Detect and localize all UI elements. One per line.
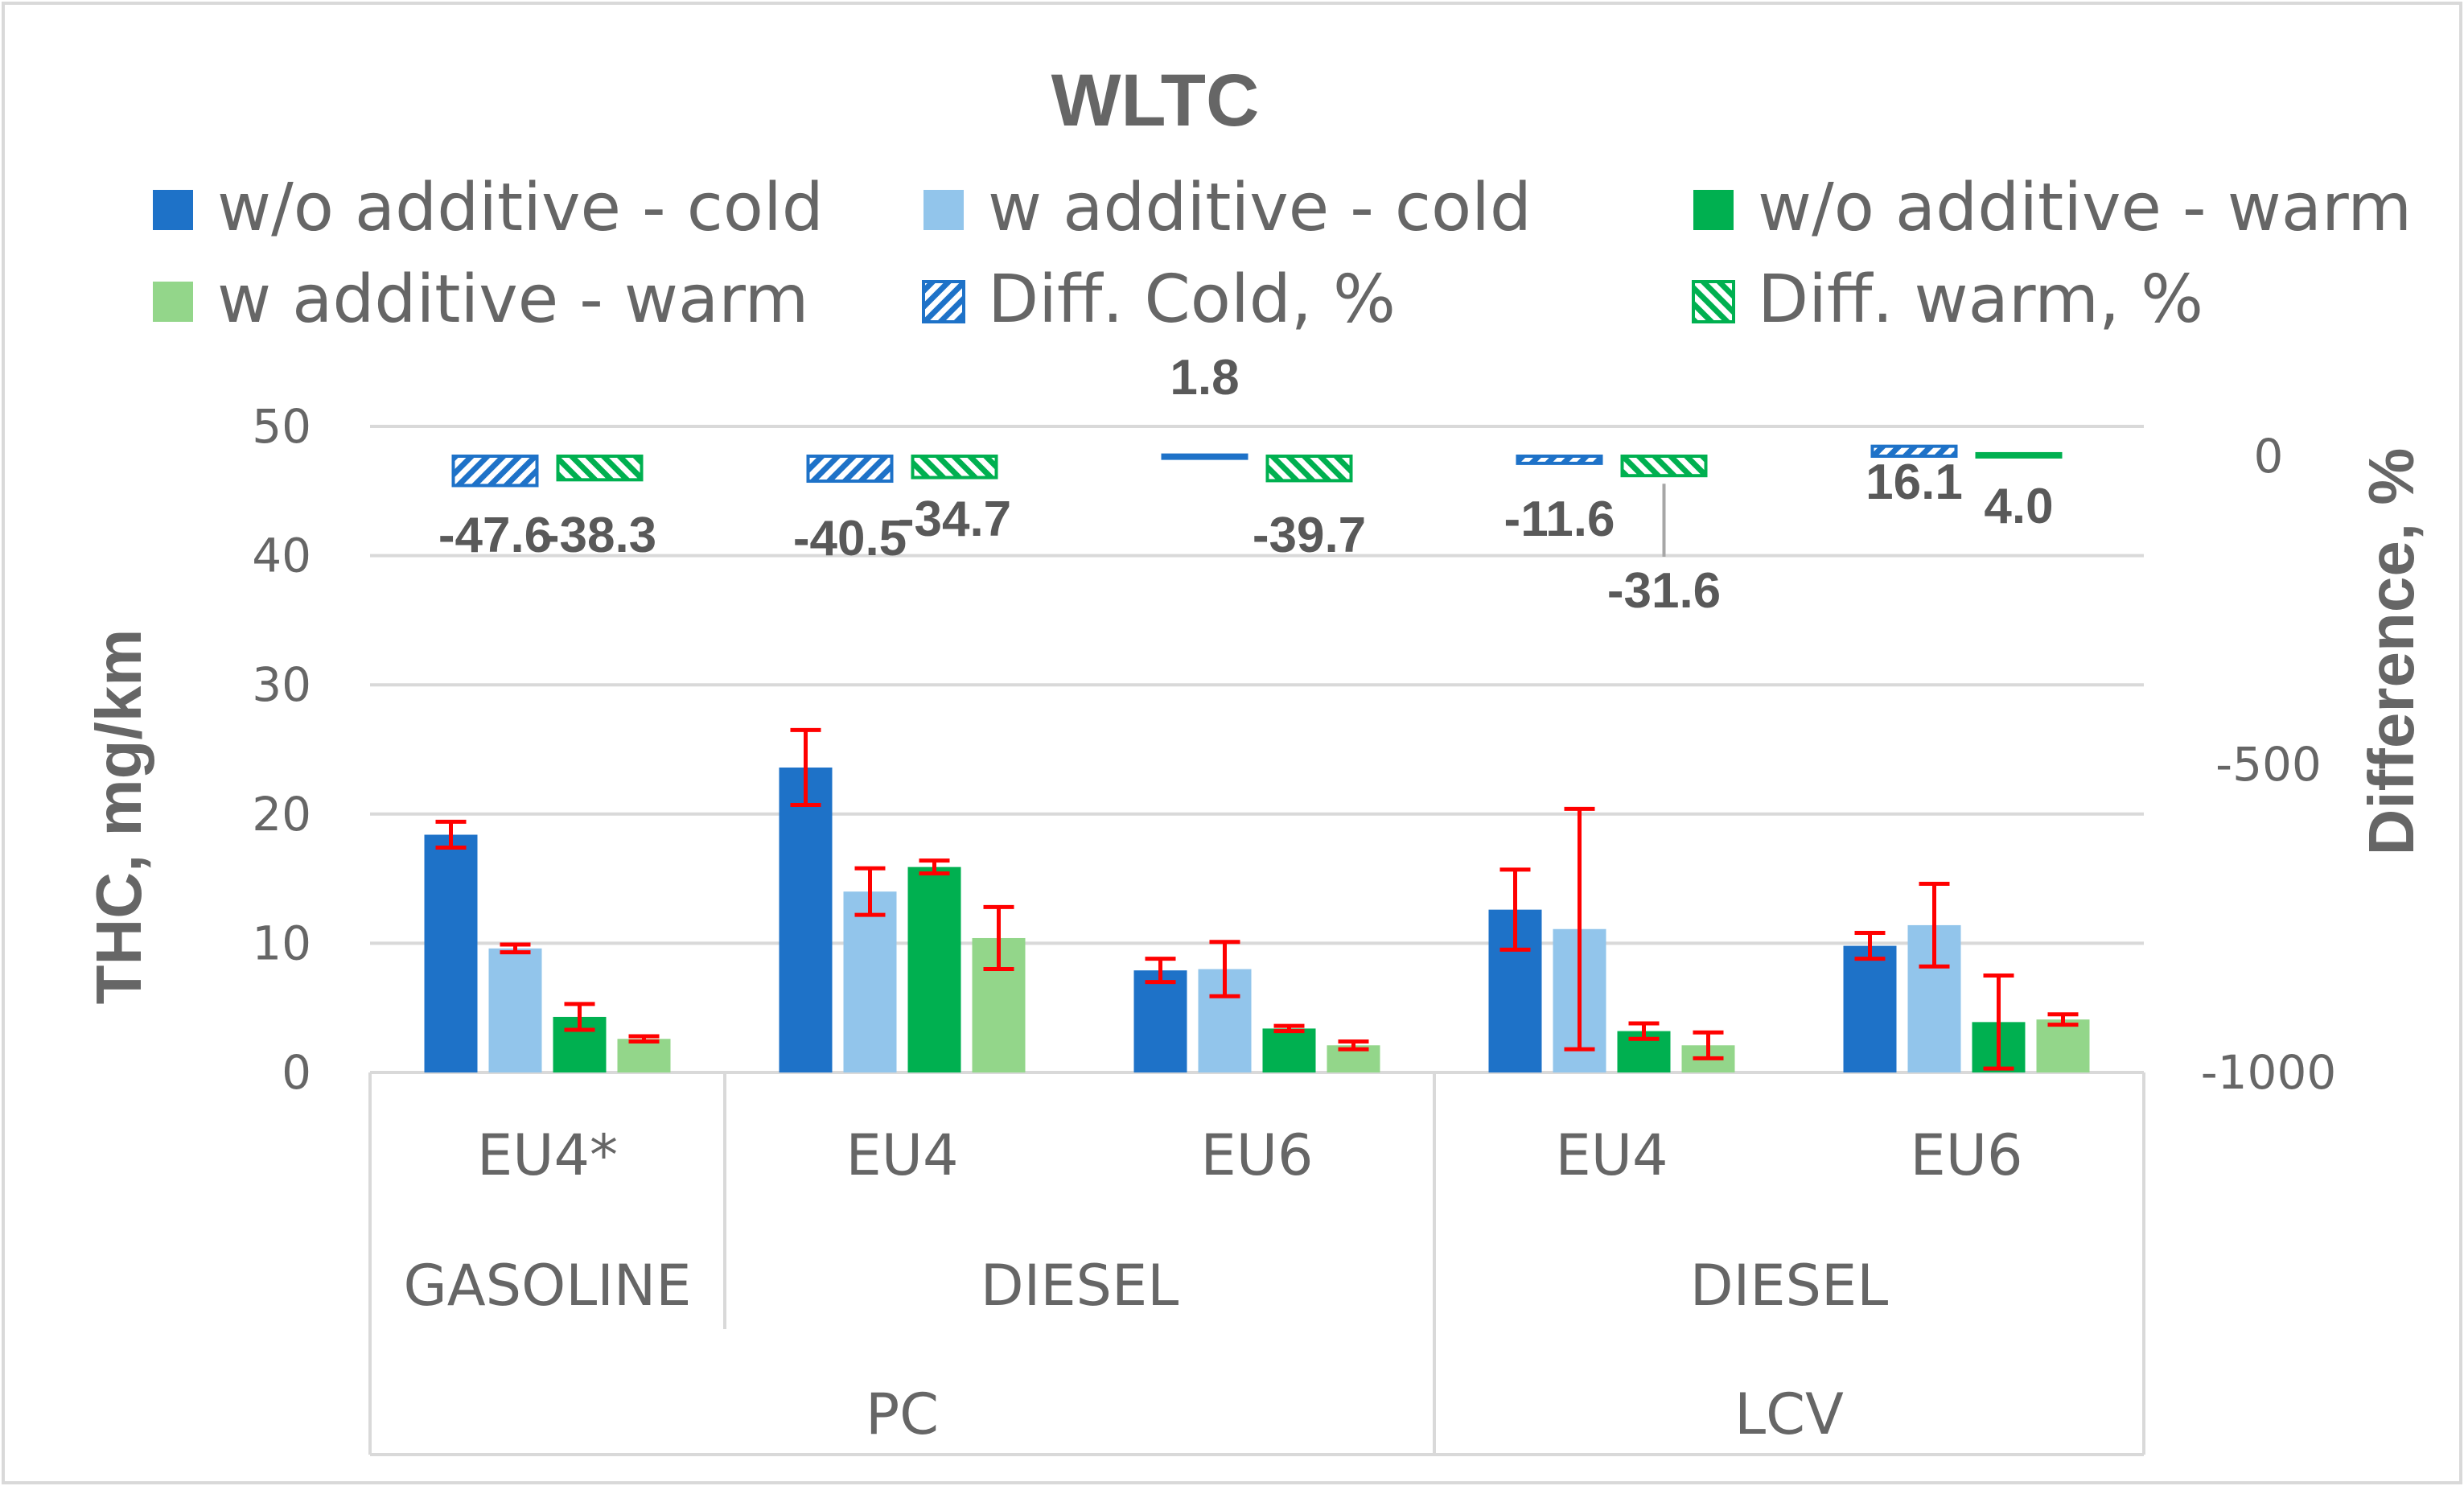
difference-marker	[1870, 444, 1958, 459]
chart-title: WLTC	[1051, 60, 1260, 142]
category-axis: EU4* EU4 EU6 EU4 EU6 GASOLINE DIESEL DIESEL PC LC…	[404, 1122, 2023, 1447]
difference-label: -47.6	[438, 508, 552, 563]
legend-swatch	[1692, 280, 1735, 323]
legend-label: Diff. warm, %	[1758, 261, 2203, 338]
legend-label: w/o additive - cold	[217, 170, 824, 246]
difference-label: -38.3	[543, 508, 656, 563]
y-axis-title: THC, mg/km	[83, 629, 154, 1005]
legend-label: w/o additive - warm	[1758, 170, 2412, 246]
difference-marker	[806, 455, 894, 484]
difference-marker	[1265, 455, 1353, 483]
bar	[2036, 1019, 2090, 1072]
legend-swatch	[153, 282, 193, 322]
bar	[488, 948, 542, 1072]
bar	[843, 891, 897, 1072]
bar	[779, 767, 833, 1072]
bar	[1843, 945, 1897, 1072]
difference-label: 1.8	[1170, 350, 1239, 405]
vehicle-group-label: LCV	[1734, 1381, 1844, 1447]
legend-swatch	[923, 190, 964, 230]
x-tick-label: EU4	[1556, 1122, 1668, 1188]
difference-markers	[451, 444, 2063, 488]
legend-swatch	[153, 190, 193, 230]
gridlines	[370, 425, 2144, 945]
difference-marker	[1161, 453, 1248, 460]
bar	[424, 834, 478, 1072]
bar	[1133, 970, 1187, 1072]
legend-swatch	[1693, 190, 1734, 230]
x-tick-label: EU6	[1201, 1122, 1314, 1188]
legend-swatch	[922, 280, 965, 323]
bar	[1262, 1028, 1316, 1072]
legend-label: w additive - warm	[217, 261, 808, 338]
y-tick-label: 40	[252, 529, 311, 583]
error-bars	[435, 727, 2079, 1071]
y2-tick-label: -500	[2215, 737, 2322, 792]
y2-tick-label: -1000	[2201, 1045, 2337, 1100]
difference-labels: -47.6 -40.5 1.8 -11.6 16.1 -38.3 -34.7 -39.7 -31…	[438, 350, 2054, 619]
legend: w/o additive - cold w additive - cold w/o …	[153, 170, 2412, 338]
y-tick-label: 30	[252, 657, 311, 712]
tick-labels: 0 10 20 30 40 50 -1000 -500 0	[252, 399, 2336, 1100]
difference-marker	[556, 455, 644, 482]
difference-label: -39.7	[1253, 508, 1366, 563]
legend-label: Diff. Cold, %	[988, 261, 1396, 338]
bar	[617, 1039, 671, 1072]
difference-label: -31.6	[1607, 563, 1721, 619]
y-tick-label: 20	[252, 787, 311, 842]
difference-marker	[1620, 455, 1708, 478]
y-tick-label: 0	[282, 1045, 311, 1100]
difference-label: -11.6	[1504, 492, 1615, 547]
x-tick-label: EU6	[1911, 1122, 2023, 1188]
difference-label: 4.0	[1984, 479, 2053, 534]
difference-marker	[451, 455, 539, 488]
y-tick-label: 10	[252, 916, 311, 970]
x-tick-label: EU4	[846, 1122, 959, 1188]
y2-tick-label: 0	[2254, 429, 2284, 484]
y2-axis-title: Difference, %	[2355, 448, 2427, 856]
fuel-group-label: DIESEL	[981, 1253, 1179, 1319]
fuel-group-label: DIESEL	[1690, 1253, 1888, 1319]
x-tick-label: EU4*	[477, 1122, 618, 1188]
fuel-group-label: GASOLINE	[404, 1253, 692, 1319]
difference-label: -40.5	[793, 511, 907, 566]
difference-marker	[1975, 451, 2063, 459]
vehicle-group-label: PC	[866, 1381, 939, 1447]
legend-label: w additive - cold	[988, 170, 1532, 246]
difference-marker	[911, 455, 998, 480]
y-tick-label: 50	[252, 399, 311, 454]
difference-label: -34.7	[898, 492, 1011, 547]
difference-marker	[1516, 455, 1603, 465]
bar	[907, 866, 961, 1072]
difference-label: 16.1	[1865, 455, 1963, 510]
